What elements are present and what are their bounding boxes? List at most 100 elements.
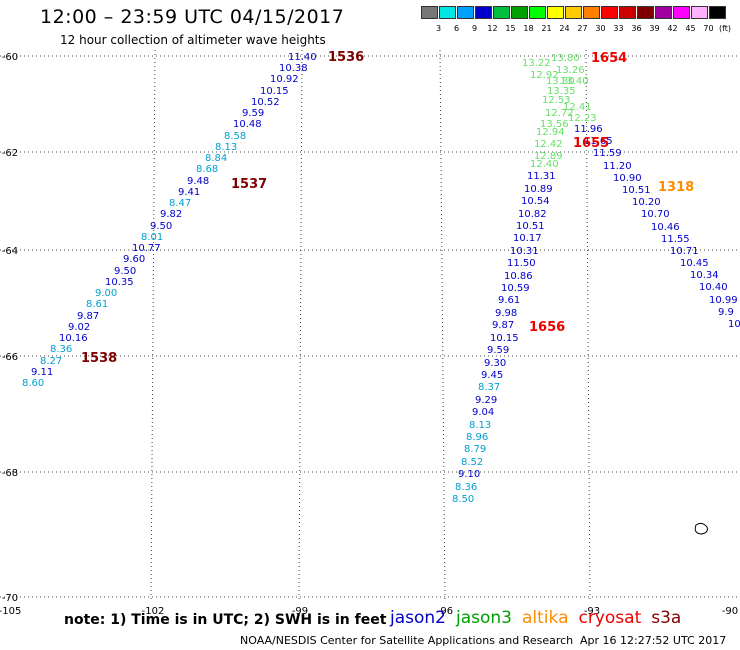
swh-value: 10.82 — [518, 209, 547, 220]
legend-swatch — [439, 6, 456, 19]
time-label: 1536 — [328, 50, 364, 65]
swh-value: 9.29 — [475, 395, 497, 406]
swh-value: 12.92 — [530, 70, 559, 81]
legend-label: 36 — [631, 24, 642, 33]
swh-value: 13.35 — [547, 86, 576, 97]
swh-value: 11.59 — [593, 148, 622, 159]
swh-value: 9.48 — [187, 176, 209, 187]
swh-value: 10.16 — [59, 333, 88, 344]
swh-value: 10.45 — [680, 258, 709, 269]
lon-line — [298, 49, 303, 601]
legend-swatch — [637, 6, 654, 19]
swh-value: 10.34 — [690, 270, 719, 281]
swh-value: 10.52 — [251, 97, 280, 108]
lon-line — [439, 49, 446, 601]
swh-value: 8.36 — [50, 344, 72, 355]
swh-value: 10.15 — [490, 333, 519, 344]
swh-value: 9.9 — [718, 307, 734, 318]
swh-value: 10.99 — [709, 295, 738, 306]
legend-swatch — [565, 6, 582, 19]
swh-value: 10.92 — [270, 74, 299, 85]
legend-unit: (ft) — [718, 24, 732, 33]
swh-value: 9.98 — [495, 308, 517, 319]
legend-label: 45 — [685, 24, 696, 33]
swh-value: 12.72 — [545, 108, 574, 119]
swh-value: 8.84 — [205, 153, 227, 164]
swh-value: 9.11 — [31, 367, 53, 378]
legend-label: 6 — [453, 24, 460, 33]
legend-swatch — [547, 6, 564, 19]
swh-value: 8.37 — [478, 382, 500, 393]
legend-swatch — [529, 6, 546, 19]
legend-label: 30 — [595, 24, 606, 33]
swh-value: 8.27 — [40, 356, 62, 367]
swh-value: 10.17 — [513, 233, 542, 244]
swh-value: 10 — [728, 319, 740, 330]
swh-value: 10.51 — [622, 185, 651, 196]
swh-value: 10.90 — [613, 173, 642, 184]
swh-value: 8.36 — [455, 482, 477, 493]
legend-swatch — [493, 6, 510, 19]
swh-value: 9.59 — [242, 108, 264, 119]
swh-value: 11.65 — [584, 136, 613, 147]
swh-value: 13.40 — [560, 76, 589, 87]
legend-label: 3 — [435, 24, 442, 33]
legend-swatch — [691, 6, 708, 19]
legend-swatch — [619, 6, 636, 19]
legend-swatch — [673, 6, 690, 19]
legend-label: 27 — [577, 24, 588, 33]
swh-value: 9.00 — [95, 288, 117, 299]
swh-value: 9.59 — [487, 345, 509, 356]
swh-value: 8.01 — [141, 232, 163, 243]
swh-value: 10.20 — [632, 197, 661, 208]
legend-label: 15 — [505, 24, 516, 33]
swh-value: 9.87 — [77, 311, 99, 322]
swh-value: 12.40 — [530, 159, 559, 170]
legend-label: 42 — [667, 24, 678, 33]
page-title: 12:00 – 23:59 UTC 04/15/2017 — [40, 6, 345, 28]
swh-value: 10.89 — [524, 184, 553, 195]
legend-swatch — [475, 6, 492, 19]
swh-value: 9.10 — [458, 469, 480, 480]
satellite-name: altika — [522, 608, 569, 628]
swh-value: 12.42 — [534, 139, 563, 150]
legend-swatch — [421, 6, 438, 19]
swh-value: 10.70 — [641, 209, 670, 220]
satellite-name: cryosat — [578, 608, 642, 628]
swh-value: 10.71 — [670, 246, 699, 257]
swh-value: 9.04 — [472, 407, 494, 418]
lat-label: -66 — [2, 352, 18, 363]
swh-value: 11.96 — [574, 124, 603, 135]
satellite-legend: jason2 jason3 altika cryosat s3a — [390, 608, 691, 628]
swh-value: 12.41 — [563, 102, 592, 113]
lon-label: -105 — [0, 606, 21, 617]
swh-value: 10.15 — [260, 86, 289, 97]
legend-label: 33 — [613, 24, 624, 33]
swh-value: 9.50 — [150, 221, 172, 232]
swh-value: 11.40 — [288, 52, 317, 63]
legend-label: 39 — [649, 24, 660, 33]
swh-value: 9.60 — [123, 254, 145, 265]
swh-value: 10.35 — [105, 277, 134, 288]
legend-label: 12 — [487, 24, 498, 33]
lat-label: -68 — [2, 468, 18, 479]
swh-value: 9.45 — [481, 370, 503, 381]
swh-value: 11.50 — [507, 258, 536, 269]
swh-value: 8.60 — [22, 378, 44, 389]
time-label: 1537 — [231, 177, 267, 192]
lon-label: -93 — [584, 606, 600, 617]
legend-swatch — [709, 6, 726, 19]
swh-value: 10.38 — [279, 63, 308, 74]
legend-label: 70 — [703, 24, 714, 33]
lon-line — [150, 49, 156, 601]
legend-label: 24 — [559, 24, 570, 33]
swh-value: 11.55 — [661, 234, 690, 245]
swh-value: 9.41 — [178, 187, 200, 198]
swh-value: 8.13 — [215, 142, 237, 153]
swh-value: 12.23 — [568, 113, 597, 124]
swh-value: 8.47 — [169, 198, 191, 209]
lat-label: -62 — [2, 148, 18, 159]
swh-value: 8.79 — [464, 444, 486, 455]
swh-value: 11.20 — [603, 161, 632, 172]
lon-label: -102 — [142, 606, 165, 617]
